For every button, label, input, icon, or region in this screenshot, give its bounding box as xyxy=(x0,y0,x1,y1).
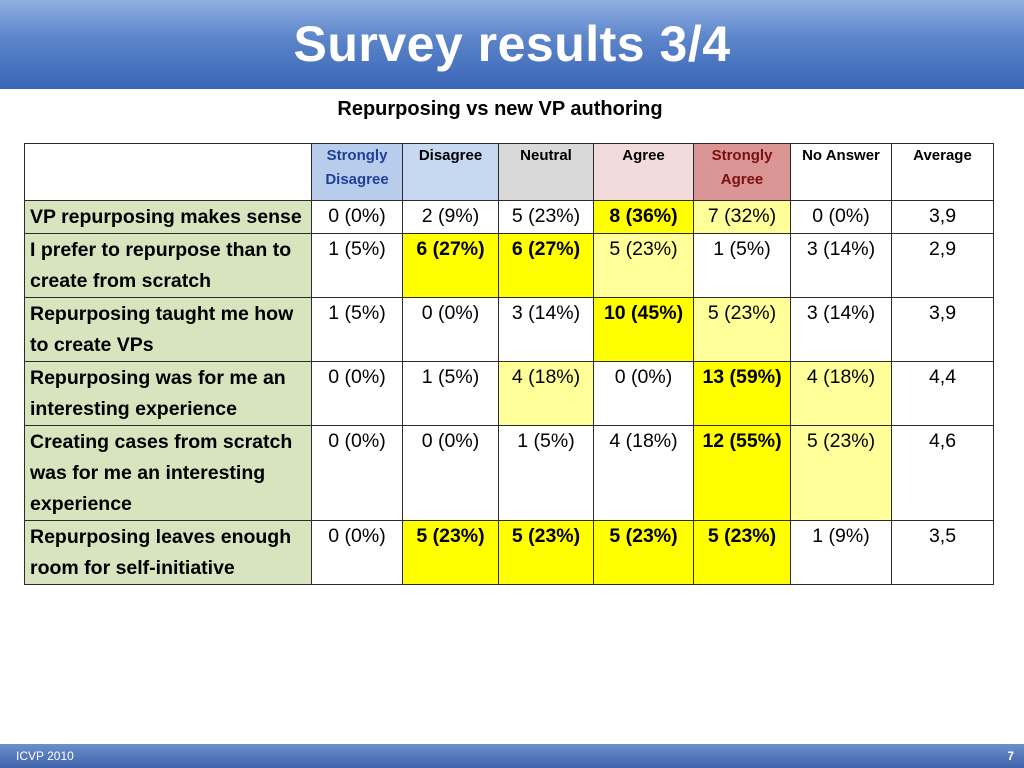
cell-strongly-disagree: 0 (0%) xyxy=(311,361,403,426)
slide-title: Survey results 3/4 xyxy=(293,16,731,72)
survey-results-table: Strongly Disagree Disagree Neutral Agree… xyxy=(24,143,994,585)
cell-disagree: 0 (0%) xyxy=(402,297,499,362)
cell-no-answer: 3 (14%) xyxy=(790,297,892,362)
row-label: Creating cases from scratch was for me a… xyxy=(24,425,312,521)
table-row: Creating cases from scratch was for me a… xyxy=(24,425,994,521)
cell-agree: 8 (36%) xyxy=(593,200,694,234)
cell-strongly-agree: 1 (5%) xyxy=(693,233,791,298)
cell-agree: 0 (0%) xyxy=(593,361,694,426)
cell-agree: 5 (23%) xyxy=(593,520,694,585)
row-label: Repurposing leaves enough room for self-… xyxy=(24,520,312,585)
cell-disagree: 1 (5%) xyxy=(402,361,499,426)
cell-average: 4,6 xyxy=(891,425,994,521)
cell-no-answer: 0 (0%) xyxy=(790,200,892,234)
header-strongly-agree: Strongly Agree xyxy=(693,143,791,201)
row-label: VP repurposing makes sense xyxy=(24,200,312,234)
cell-strongly-disagree: 0 (0%) xyxy=(311,520,403,585)
cell-strongly-agree: 13 (59%) xyxy=(693,361,791,426)
cell-neutral: 3 (14%) xyxy=(498,297,594,362)
cell-strongly-disagree: 1 (5%) xyxy=(311,297,403,362)
footer-conference-label: ICVP 2010 xyxy=(16,749,74,763)
header-average: Average xyxy=(891,143,994,201)
cell-neutral: 4 (18%) xyxy=(498,361,594,426)
cell-neutral: 5 (23%) xyxy=(498,200,594,234)
cell-no-answer: 5 (23%) xyxy=(790,425,892,521)
cell-no-answer: 1 (9%) xyxy=(790,520,892,585)
cell-neutral: 5 (23%) xyxy=(498,520,594,585)
table-header-row: Strongly Disagree Disagree Neutral Agree… xyxy=(24,143,994,201)
cell-average: 4,4 xyxy=(891,361,994,426)
slide-number: 7 xyxy=(1007,749,1014,763)
cell-agree: 10 (45%) xyxy=(593,297,694,362)
cell-neutral: 1 (5%) xyxy=(498,425,594,521)
row-label: Repurposing taught me how to create VPs xyxy=(24,297,312,362)
table-row: I prefer to repurpose than to create fro… xyxy=(24,233,994,298)
header-blank xyxy=(24,143,312,201)
cell-no-answer: 4 (18%) xyxy=(790,361,892,426)
cell-disagree: 2 (9%) xyxy=(402,200,499,234)
cell-agree: 4 (18%) xyxy=(593,425,694,521)
cell-disagree: 0 (0%) xyxy=(402,425,499,521)
row-label: Repurposing was for me an interesting ex… xyxy=(24,361,312,426)
cell-average: 2,9 xyxy=(891,233,994,298)
cell-strongly-disagree: 0 (0%) xyxy=(311,425,403,521)
cell-disagree: 5 (23%) xyxy=(402,520,499,585)
cell-no-answer: 3 (14%) xyxy=(790,233,892,298)
table-row: Repurposing leaves enough room for self-… xyxy=(24,520,994,585)
cell-average: 3,9 xyxy=(891,297,994,362)
title-bar: Survey results 3/4 xyxy=(0,0,1024,89)
header-no-answer: No Answer xyxy=(790,143,892,201)
table-row: VP repurposing makes sense 0 (0%) 2 (9%)… xyxy=(24,200,994,234)
cell-strongly-agree: 5 (23%) xyxy=(693,297,791,362)
cell-average: 3,5 xyxy=(891,520,994,585)
cell-strongly-agree: 12 (55%) xyxy=(693,425,791,521)
cell-strongly-agree: 5 (23%) xyxy=(693,520,791,585)
table-row: Repurposing taught me how to create VPs … xyxy=(24,297,994,362)
header-neutral: Neutral xyxy=(498,143,594,201)
footer-bar: ICVP 2010 7 xyxy=(0,744,1024,768)
cell-agree: 5 (23%) xyxy=(593,233,694,298)
header-disagree: Disagree xyxy=(402,143,499,201)
cell-disagree: 6 (27%) xyxy=(402,233,499,298)
cell-strongly-disagree: 0 (0%) xyxy=(311,200,403,234)
cell-neutral: 6 (27%) xyxy=(498,233,594,298)
header-strongly-disagree: Strongly Disagree xyxy=(311,143,403,201)
cell-strongly-agree: 7 (32%) xyxy=(693,200,791,234)
cell-strongly-disagree: 1 (5%) xyxy=(311,233,403,298)
cell-average: 3,9 xyxy=(891,200,994,234)
table-subtitle: Repurposing vs new VP authoring xyxy=(337,98,663,120)
header-agree: Agree xyxy=(593,143,694,201)
row-label: I prefer to repurpose than to create fro… xyxy=(24,233,312,298)
table-row: Repurposing was for me an interesting ex… xyxy=(24,361,994,426)
